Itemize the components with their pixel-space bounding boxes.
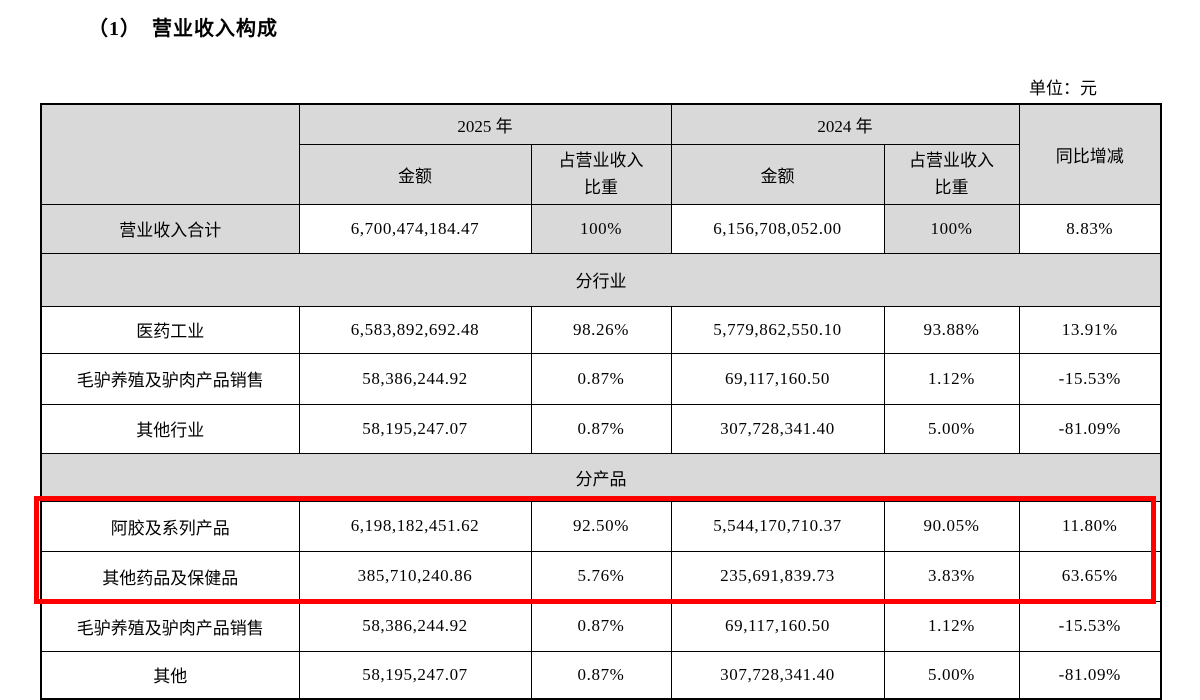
- amount-2024: 69,117,160.50: [670, 600, 885, 652]
- pct-2024: 5.00%: [883, 403, 1020, 454]
- yoy-value: -81.09%: [1018, 403, 1162, 454]
- amount-2025: 385,710,240.86: [298, 550, 532, 602]
- table-row: 其他 58,195,247.07 0.87% 307,728,341.40 5.…: [40, 650, 1162, 700]
- row-label: 毛驴养殖及驴肉产品销售: [40, 600, 300, 652]
- pct-2024: 5.00%: [883, 650, 1020, 700]
- amount-2025: 6,583,892,692.48: [298, 305, 532, 354]
- amount-2024: 6,156,708,052.00: [670, 203, 885, 254]
- amount-2024: 307,728,341.40: [670, 650, 885, 700]
- pct-2024-header: 占营业收入 比重: [883, 143, 1020, 205]
- pct-2024: 3.83%: [883, 550, 1020, 602]
- pct-2024: 1.12%: [883, 600, 1020, 652]
- row-label: 毛驴养殖及驴肉产品销售: [40, 352, 300, 405]
- pct-2024: 93.88%: [883, 305, 1020, 354]
- yoy-header: 同比增减: [1018, 103, 1162, 205]
- pct-2025: 92.50%: [530, 500, 672, 552]
- section-label: 分产品: [40, 452, 1162, 502]
- table-row-total: 营业收入合计 6,700,474,184.47 100% 6,156,708,0…: [40, 203, 1162, 254]
- row-label: 营业收入合计: [40, 203, 300, 254]
- amount-2024: 235,691,839.73: [670, 550, 885, 602]
- pct-2025: 100%: [530, 203, 672, 254]
- table-row-highlighted: 其他药品及保健品 385,710,240.86 5.76% 235,691,83…: [40, 550, 1162, 602]
- amount-2025: 58,195,247.07: [298, 403, 532, 454]
- row-label: 其他: [40, 650, 300, 700]
- section-row-by-product: 分产品: [40, 452, 1162, 502]
- row-label: 阿胶及系列产品: [40, 500, 300, 552]
- pct-2025: 98.26%: [530, 305, 672, 354]
- year-2024-header: 2024 年: [670, 103, 1020, 145]
- section-title: （1） 营业收入构成: [88, 18, 278, 40]
- amount-2025: 6,198,182,451.62: [298, 500, 532, 552]
- yoy-value: 11.80%: [1018, 500, 1162, 552]
- pct-2025-header: 占营业收入 比重: [530, 143, 672, 205]
- yoy-value: 8.83%: [1018, 203, 1162, 254]
- pct-2025: 0.87%: [530, 403, 672, 454]
- amount-2025: 58,195,247.07: [298, 650, 532, 700]
- row-label: 其他药品及保健品: [40, 550, 300, 602]
- pct-2025: 0.87%: [530, 650, 672, 700]
- year-2025-header: 2025 年: [298, 103, 672, 145]
- yoy-value: 63.65%: [1018, 550, 1162, 602]
- revenue-composition-table: 2025 年 2024 年 同比增减 金额 占营业收入 比重 金额 占营业收入 …: [40, 103, 1162, 700]
- amount-2025-header: 金额: [298, 143, 532, 205]
- section-label: 分行业: [40, 252, 1162, 307]
- unit-label: 单位：元: [1029, 79, 1097, 98]
- amount-2025: 58,386,244.92: [298, 600, 532, 652]
- row-label: 其他行业: [40, 403, 300, 454]
- table-row: 毛驴养殖及驴肉产品销售 58,386,244.92 0.87% 69,117,1…: [40, 600, 1162, 652]
- pct-2024: 1.12%: [883, 352, 1020, 405]
- pct-2025: 5.76%: [530, 550, 672, 602]
- amount-2024: 5,544,170,710.37: [670, 500, 885, 552]
- pct-2025: 0.87%: [530, 600, 672, 652]
- table-row: 毛驴养殖及驴肉产品销售 58,386,244.92 0.87% 69,117,1…: [40, 352, 1162, 405]
- corner-cell: [40, 103, 300, 205]
- amount-2025: 6,700,474,184.47: [298, 203, 532, 254]
- table-row: 医药工业 6,583,892,692.48 98.26% 5,779,862,5…: [40, 305, 1162, 354]
- yoy-value: -15.53%: [1018, 600, 1162, 652]
- amount-2024: 69,117,160.50: [670, 352, 885, 405]
- amount-2024-header: 金额: [670, 143, 885, 205]
- table-row-highlighted: 阿胶及系列产品 6,198,182,451.62 92.50% 5,544,17…: [40, 500, 1162, 552]
- section-row-by-industry: 分行业: [40, 252, 1162, 307]
- yoy-value: -81.09%: [1018, 650, 1162, 700]
- amount-2025: 58,386,244.92: [298, 352, 532, 405]
- yoy-value: 13.91%: [1018, 305, 1162, 354]
- yoy-value: -15.53%: [1018, 352, 1162, 405]
- pct-2025: 0.87%: [530, 352, 672, 405]
- header-row-metrics: 金额 占营业收入 比重 金额 占营业收入 比重: [41, 143, 1161, 205]
- amount-2024: 307,728,341.40: [670, 403, 885, 454]
- header-row-years: 2025 年 2024 年 同比增减: [40, 103, 1162, 205]
- table-row: 其他行业 58,195,247.07 0.87% 307,728,341.40 …: [40, 403, 1162, 454]
- pct-2024: 90.05%: [883, 500, 1020, 552]
- row-label: 医药工业: [40, 305, 300, 354]
- pct-2024: 100%: [883, 203, 1020, 254]
- amount-2024: 5,779,862,550.10: [670, 305, 885, 354]
